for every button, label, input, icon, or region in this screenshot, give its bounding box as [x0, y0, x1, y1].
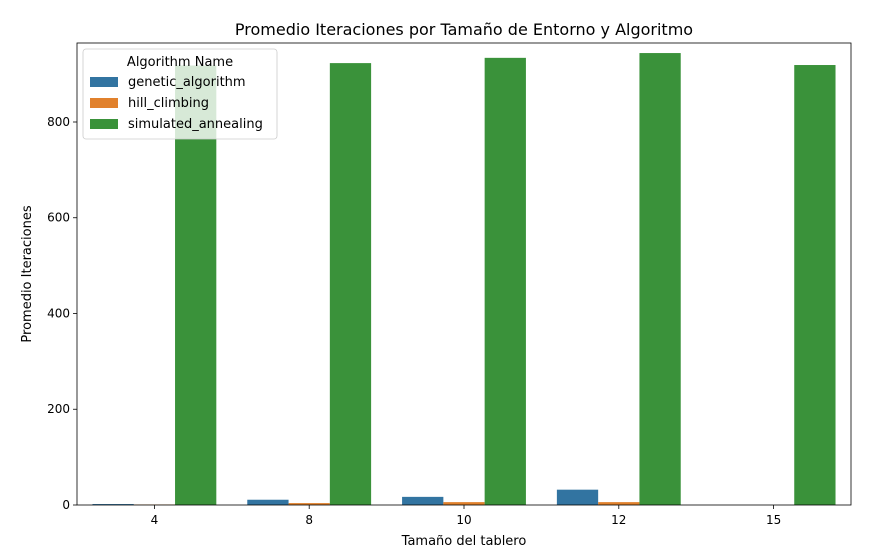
- bar-genetic_algorithm-4: [92, 504, 134, 505]
- bar-simulated_annealing-12: [639, 53, 681, 505]
- bar-hill_climbing-8: [288, 503, 330, 505]
- x-axis-label: Tamaño del tablero: [401, 534, 527, 549]
- bar-genetic_algorithm-8: [247, 499, 289, 505]
- bar-simulated_annealing-8: [329, 63, 372, 505]
- legend: Algorithm Name genetic_algorithm hill_cli…: [82, 48, 278, 140]
- x-tick-label: 10: [456, 513, 471, 527]
- legend-label-hill_climbing: hill_climbing: [128, 96, 209, 111]
- bar-genetic_algorithm-10: [402, 496, 444, 505]
- bar-hill_climbing-12: [598, 502, 640, 505]
- x-axis: 4 8 10 12 15: [151, 505, 781, 527]
- bar-hill_climbing-10: [443, 502, 485, 505]
- legend-swatch-simulated_annealing: [90, 119, 118, 129]
- bar-genetic_algorithm-12: [556, 489, 599, 505]
- legend-swatch-genetic_algorithm: [90, 77, 118, 87]
- y-axis-label: Promedio Iteraciones: [20, 205, 35, 342]
- y-tick-label: 0: [62, 498, 70, 512]
- y-tick-label: 800: [47, 115, 70, 129]
- legend-swatch-hill_climbing: [90, 98, 118, 108]
- x-tick-label: 8: [305, 513, 313, 527]
- legend-items: genetic_algorithm hill_climbing simulated_…: [90, 75, 263, 132]
- y-tick-label: 400: [47, 306, 70, 320]
- y-tick-label: 200: [47, 402, 70, 416]
- legend-label-simulated_annealing: simulated_annealing: [128, 117, 263, 132]
- legend-box: [82, 48, 278, 140]
- y-tick-label: 600: [47, 211, 70, 225]
- x-tick-label: 15: [766, 513, 781, 527]
- bar-simulated_annealing-15: [794, 65, 836, 505]
- legend-label-genetic_algorithm: genetic_algorithm: [128, 75, 246, 90]
- legend-title: Algorithm Name: [127, 55, 233, 70]
- x-tick-label: 4: [151, 513, 159, 527]
- bar-simulated_annealing-10: [484, 57, 526, 505]
- chart-title: Promedio Iteraciones por Tamaño de Entor…: [235, 20, 693, 39]
- x-tick-label: 12: [611, 513, 626, 527]
- y-axis: 0 200 400 600 800: [47, 115, 77, 512]
